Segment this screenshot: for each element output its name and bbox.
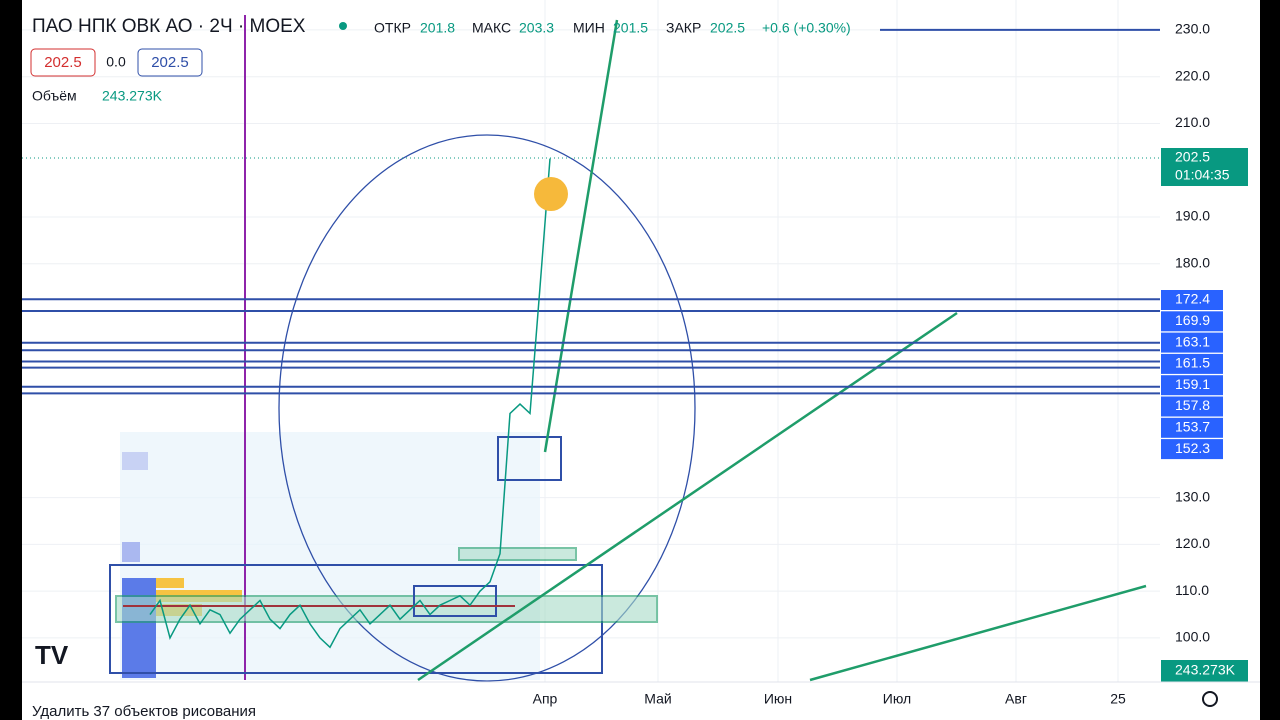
x-tick-label: Май (644, 691, 671, 707)
ohlc-value: 202.5 (710, 20, 745, 36)
box (497, 436, 562, 481)
logo: TV (35, 640, 69, 670)
level-badge (1161, 375, 1223, 396)
spread: 0.0 (106, 54, 126, 70)
level-label: 157.8 (1175, 397, 1210, 413)
ohlc-label: МАКС (472, 20, 511, 36)
trend-line (809, 584, 1147, 682)
level-badge (1161, 290, 1223, 310)
countdown: 01:04:35 (1175, 167, 1230, 183)
level-label: 169.9 (1175, 312, 1210, 328)
x-tick-label: Авг (1005, 691, 1027, 707)
y-tick-label: 120.0 (1175, 535, 1210, 551)
x-tick-label: Июн (764, 691, 792, 707)
profile-bar (122, 578, 156, 678)
grid (22, 0, 1160, 682)
plot (22, 28, 1160, 649)
change: +0.6 (+0.30%) (762, 20, 851, 36)
level-badge (1161, 439, 1223, 460)
bid[interactable]: 202.5 (44, 54, 82, 71)
x-tick-label: Июл (883, 691, 911, 707)
profile-bar (122, 452, 148, 470)
level-label: 161.5 (1175, 355, 1210, 371)
ohlc-value: 203.3 (519, 20, 554, 36)
trend-line (417, 311, 958, 682)
y-tick-label: 180.0 (1175, 254, 1210, 270)
level-label: 159.1 (1175, 376, 1210, 392)
last-price: 202.5 (1175, 149, 1210, 165)
box (413, 585, 497, 617)
y-tick-label: 130.0 (1175, 488, 1210, 504)
level-badge (1161, 311, 1223, 332)
trend-line (543, 19, 619, 453)
y-tick-label: 110.0 (1175, 582, 1209, 598)
ask[interactable]: 202.5 (151, 54, 189, 71)
level-badge (1161, 396, 1223, 417)
settings-icon[interactable] (1202, 691, 1218, 707)
y-tick-label: 100.0 (1175, 629, 1210, 645)
buy-button[interactable] (137, 48, 203, 77)
sell-button[interactable] (30, 48, 96, 77)
level-badge (1161, 353, 1223, 374)
ohlc-label: ЗАКР (666, 20, 701, 36)
volume-label: Объём (32, 88, 77, 104)
y-tick-label: 210.0 (1175, 114, 1210, 130)
sun-emoji (534, 177, 568, 211)
ellipse (278, 134, 696, 682)
ohlc-value: 201.5 (613, 20, 648, 36)
profile-bar (122, 542, 140, 562)
status-dot (339, 22, 347, 30)
volume-badge (1161, 660, 1248, 682)
price-badge (1161, 148, 1248, 186)
volume-value: 243.273K (102, 88, 163, 104)
volume-badge-text: 243.273K (1175, 662, 1236, 678)
toast (22, 690, 444, 720)
level-label: 153.7 (1175, 419, 1210, 435)
x-tick-label: 25 (1110, 691, 1126, 707)
symbol: ПАО НПК ОВК АО · 2Ч · MOEX (32, 16, 306, 37)
y-tick-label: 220.0 (1175, 67, 1210, 83)
level-label: 172.4 (1175, 291, 1210, 307)
y-tick-label: 190.0 (1175, 208, 1210, 224)
level-label: 152.3 (1175, 440, 1210, 456)
y-tick-label: 230.0 (1175, 21, 1210, 37)
ohlc-value: 201.8 (420, 20, 455, 36)
delete-drawings[interactable]: Удалить 37 объектов рисования (32, 703, 256, 720)
ohlc-label: ОТКР (374, 20, 411, 36)
level-label: 163.1 (1175, 333, 1210, 349)
box (458, 547, 577, 561)
level-badge (1161, 417, 1223, 438)
x-tick-label: Апр (533, 691, 558, 707)
ohlc-label: МИН (573, 20, 605, 36)
price-line (149, 158, 551, 649)
level-badge (1161, 332, 1223, 353)
